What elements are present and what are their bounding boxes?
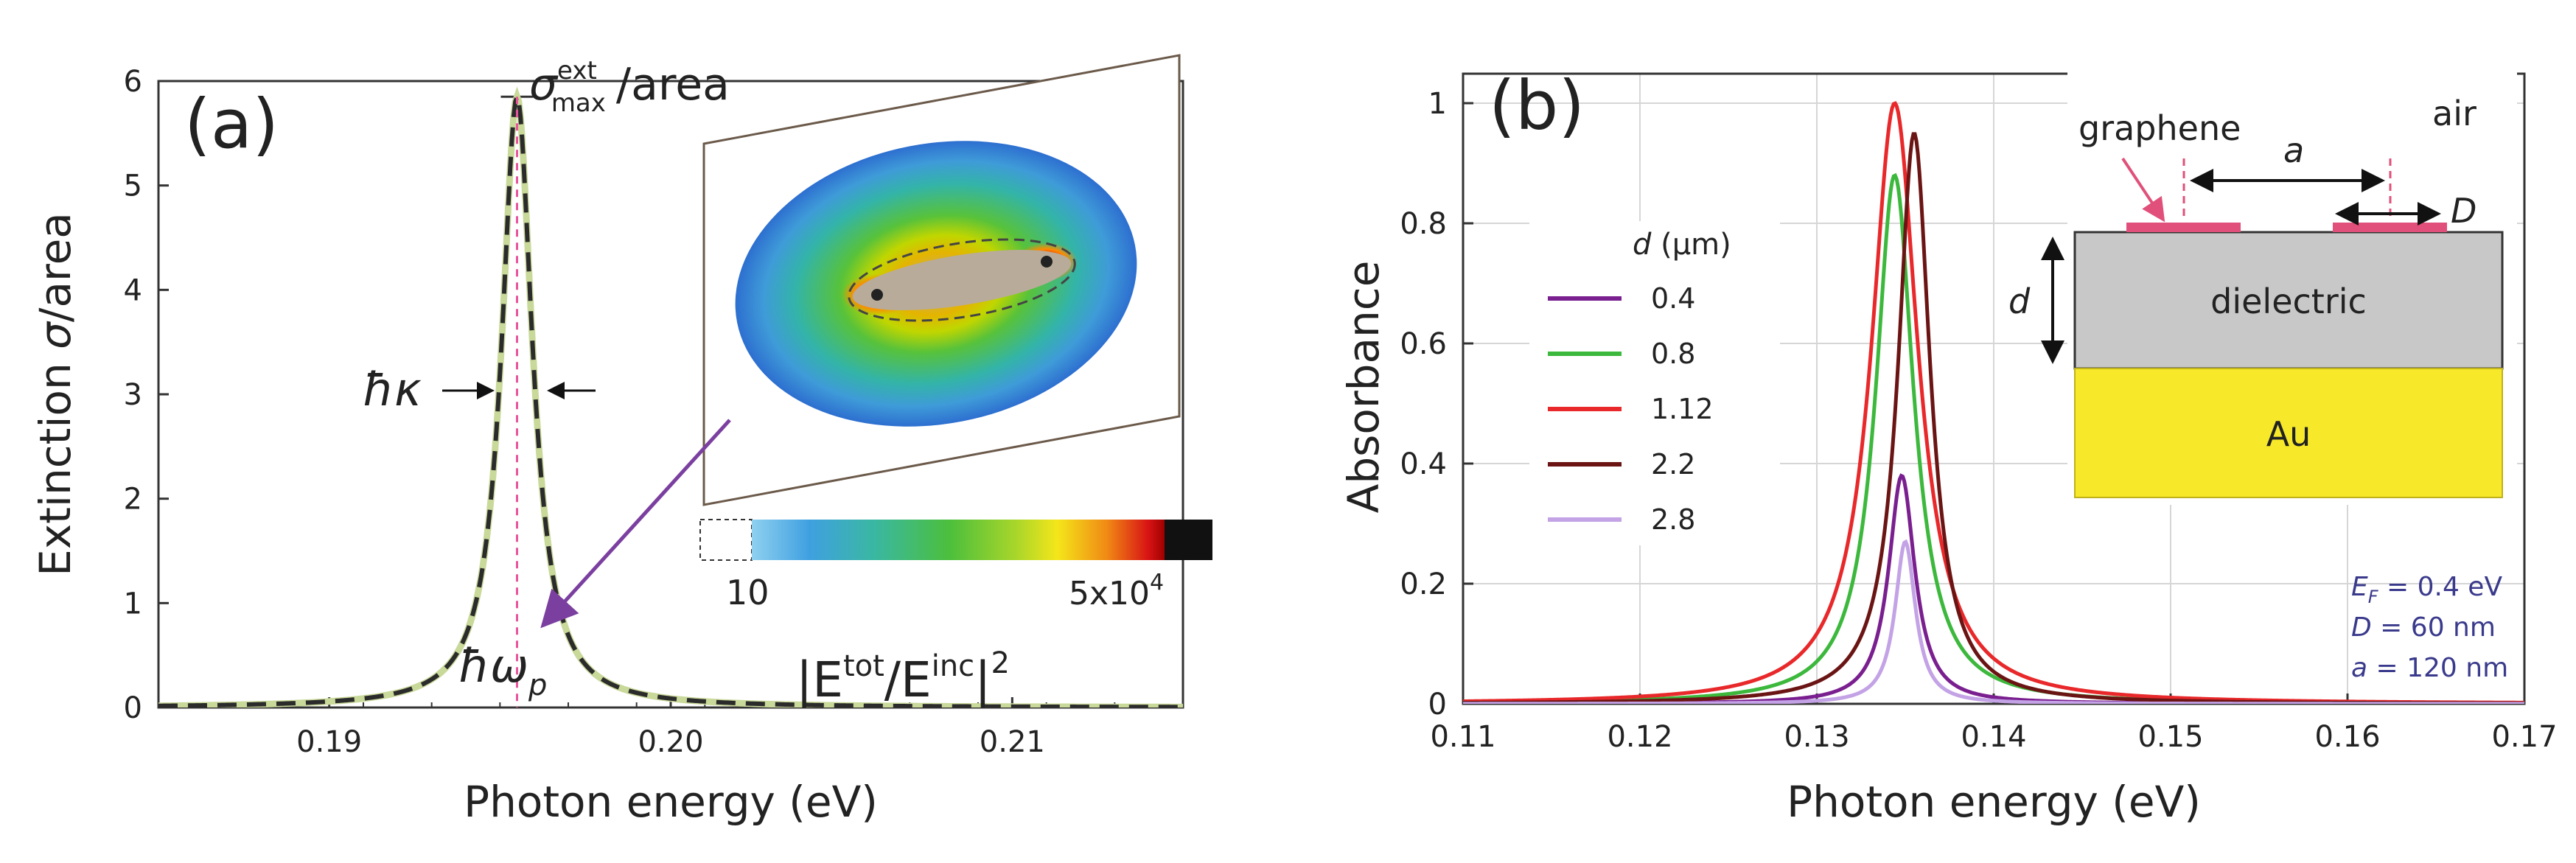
gold-layer: [2074, 368, 2503, 498]
resonance-label: ħωp: [458, 639, 547, 702]
panel-b-y-tick-label: 0: [1428, 688, 1447, 722]
dielectric-layer: [2073, 231, 2504, 370]
panel-a-label: (a): [184, 85, 279, 164]
panel-b-y-tick-label: 0.6: [1400, 327, 1447, 361]
simulation-parameters: EF = 0.4 eV D = 60 nm a = 120 nm: [2351, 572, 2508, 683]
panel-b-y-tick-label: 0.2: [1400, 567, 1447, 601]
panel-a-x-tick-label: 0.20: [638, 725, 703, 759]
panel-b-x-tick-label: 0.17: [2491, 720, 2557, 754]
legend-background: [1529, 221, 1780, 545]
inset-pointer-arrow: [540, 419, 731, 629]
width-label: D: [2451, 191, 2476, 231]
parameter-line: a = 120 nm: [2351, 653, 2508, 683]
air-label: air: [2432, 94, 2476, 133]
graphene-label: graphene: [2078, 108, 2241, 148]
panel-b-x-tick-label: 0.11: [1430, 720, 1495, 754]
extinction-curve: [158, 89, 1183, 707]
panel-b-series: [1463, 101, 2524, 704]
panel-a-ticks: 0 1 2 3 4 5 6 0.19 0.20 0.21: [124, 65, 1184, 759]
panel-a-y-tick-label: 0: [124, 691, 142, 725]
field-map-inset: [702, 54, 1181, 506]
legend-label: 0.4: [1651, 282, 1695, 315]
graphene-pointer: [2121, 157, 2165, 223]
period-label: a: [2283, 130, 2304, 170]
panel-b-x-tick-label: 0.12: [1607, 720, 1672, 754]
panel-a-y-tick-label: 5: [124, 170, 142, 203]
panel-b-x-axis-title: Photon energy (eV): [1787, 777, 2201, 827]
panel-a-y-axis-title: Extinction σ/area: [30, 212, 80, 576]
colorbar-title: |Etot/Einc|2: [796, 646, 1010, 708]
colorbar-max-label: 5x104: [1069, 570, 1164, 612]
panel-b-x-tick-label: 0.15: [2137, 720, 2203, 754]
colorbar-high-box: [1165, 520, 1212, 560]
panel-a-y-tick-label: 2: [124, 483, 142, 517]
legend-title: d (μm): [1633, 228, 1731, 262]
parameter-line: D = 60 nm: [2351, 612, 2496, 643]
gold-label: Au: [2266, 414, 2311, 454]
legend-label: 2.8: [1651, 503, 1695, 536]
panel-b-y-tick-label: 0.4: [1400, 447, 1447, 481]
nanoparticle: [852, 250, 1072, 310]
panel-a-y-tick-label: 4: [124, 273, 142, 307]
panel-b-x-tick-label: 0.13: [1784, 720, 1849, 754]
peak-extinction-label: σext max/area: [529, 56, 730, 118]
colorbar-gradient: [752, 520, 1165, 560]
absorbance-curve-d-2_8: [1463, 539, 2524, 704]
panel-b-x-tick-label: 0.16: [2314, 720, 2380, 754]
panel-a-y-tick-label: 6: [124, 65, 142, 99]
tip-right: [1041, 256, 1053, 268]
tip-left: [871, 289, 883, 301]
legend-label: 1.12: [1651, 393, 1714, 425]
legend-label: 0.8: [1651, 338, 1695, 370]
panel-b-y-tick-label: 0.8: [1400, 207, 1447, 241]
panel-b-x-tick-label: 0.14: [1961, 720, 2026, 754]
linewidth-label: ħκ: [363, 363, 422, 416]
panel-b-legend: d (μm) 0.4 0.8 1.12 2.2 2.8: [1529, 221, 1780, 545]
panel-a-x-tick-label: 0.21: [980, 725, 1045, 759]
panel-a-y-tick-label: 3: [124, 378, 142, 412]
legend-label: 2.2: [1651, 448, 1695, 481]
particle-outline: [848, 238, 1076, 322]
panel-a-series: [158, 86, 1183, 707]
panel-a: 0 1 2 3 4 5 6 0.19 0.20 0.21 (a) Photon energy (e…: [30, 54, 1212, 827]
structure-inset: graphene air a D d dielectric Au: [2008, 70, 2517, 505]
panel-b: 0.11 0.12 0.13 0.14 0.15 0.16 0.17 0 0.2 0.4 0.6 0.…: [1338, 66, 2558, 827]
legend-items: 0.4 0.8 1.12 2.2 2.8: [1548, 282, 1714, 536]
panel-b-y-tick-label: 1: [1428, 87, 1447, 121]
colorbar: 10 5x104 |Etot/Einc|2: [699, 519, 1212, 708]
colorbar-low-box: [699, 519, 753, 561]
thickness-label: d: [2008, 282, 2031, 321]
panel-b-ticks: 0.11 0.12 0.13 0.14 0.15 0.16 0.17 0 0.2 0.4 0.6 0.…: [1400, 87, 2557, 754]
dielectric-label: dielectric: [2210, 282, 2367, 321]
parameter-line: EF = 0.4 eV: [2351, 572, 2502, 607]
panel-b-y-axis-title: Absorbance: [1338, 261, 1389, 514]
colorbar-min-label: 10: [726, 573, 769, 612]
graphene-ribbon-2: [2333, 223, 2447, 232]
panel-a-x-axis-title: Photon energy (eV): [464, 777, 878, 827]
graphene-ribbon-1: [2126, 223, 2241, 232]
panel-b-label: (b): [1489, 66, 1585, 145]
panel-a-x-tick-label: 0.19: [296, 725, 362, 759]
panel-a-y-tick-label: 1: [124, 587, 142, 621]
